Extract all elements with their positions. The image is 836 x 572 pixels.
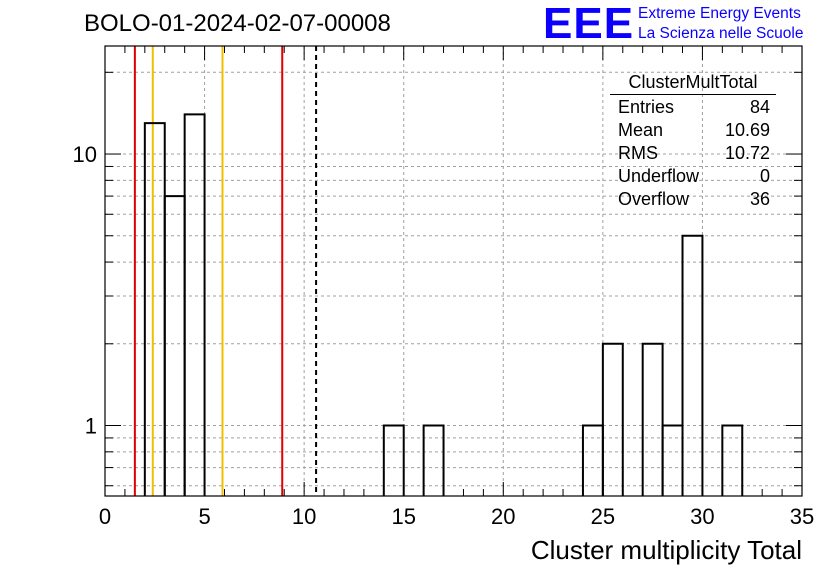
stats-box: ClusterMultTotal Entries 84 Mean 10.69 R… bbox=[610, 72, 776, 211]
logo-line-1: Extreme Energy Events bbox=[638, 5, 801, 22]
x-tick-label: 5 bbox=[198, 504, 210, 529]
stats-label: Overflow bbox=[618, 189, 690, 209]
x-tick-label: 20 bbox=[491, 504, 515, 529]
y-tick-label: 1 bbox=[85, 414, 97, 439]
histogram-bin bbox=[681, 234, 704, 496]
stats-value: 84 bbox=[749, 97, 770, 117]
stats-value: 0 bbox=[759, 166, 770, 186]
histogram-bin bbox=[382, 424, 405, 496]
plot-frame bbox=[104, 45, 803, 497]
y-tick-label: 10 bbox=[73, 142, 97, 167]
eee-logo: EEE bbox=[543, 0, 635, 48]
stats-label: Entries bbox=[618, 97, 675, 117]
x-tick-label: 15 bbox=[391, 504, 415, 529]
stats-row-underflow: Underflow 0 bbox=[610, 165, 776, 188]
stats-value: 36 bbox=[749, 189, 770, 209]
stats-row-rms: RMS 10.72 bbox=[610, 142, 776, 165]
histogram-bin bbox=[601, 342, 624, 496]
histogram-bin bbox=[721, 424, 744, 496]
stats-title: ClusterMultTotal bbox=[610, 72, 776, 95]
x-tick-label: 10 bbox=[292, 504, 316, 529]
stats-label: Underflow bbox=[618, 166, 700, 186]
stats-row-mean: Mean 10.69 bbox=[610, 119, 776, 142]
run-title: BOLO-01-2024-02-07-00008 bbox=[84, 10, 391, 37]
x-axis-label: Cluster multiplicity Total bbox=[530, 535, 802, 565]
x-tick-label: 25 bbox=[591, 504, 615, 529]
eee-logo-text: Extreme Energy Events La Scienza nelle S… bbox=[638, 4, 803, 44]
histogram-bin bbox=[641, 342, 664, 496]
histogram-bin bbox=[163, 195, 186, 496]
histogram-bin bbox=[422, 424, 445, 496]
stats-row-entries: Entries 84 bbox=[610, 96, 776, 119]
histogram-bin bbox=[183, 113, 206, 496]
x-tick-label: 30 bbox=[690, 504, 714, 529]
logo-line-2: La Scienza nelle Scuole bbox=[638, 25, 804, 42]
stats-value: 10.69 bbox=[724, 120, 770, 140]
x-tick-label: 0 bbox=[99, 504, 111, 529]
histogram-bin bbox=[143, 122, 166, 496]
stats-label: Mean bbox=[618, 120, 664, 140]
stats-row-overflow: Overflow 36 bbox=[610, 188, 776, 211]
stats-value: 10.72 bbox=[724, 143, 770, 163]
x-tick-label: 35 bbox=[790, 504, 814, 529]
stats-label: RMS bbox=[618, 143, 658, 163]
